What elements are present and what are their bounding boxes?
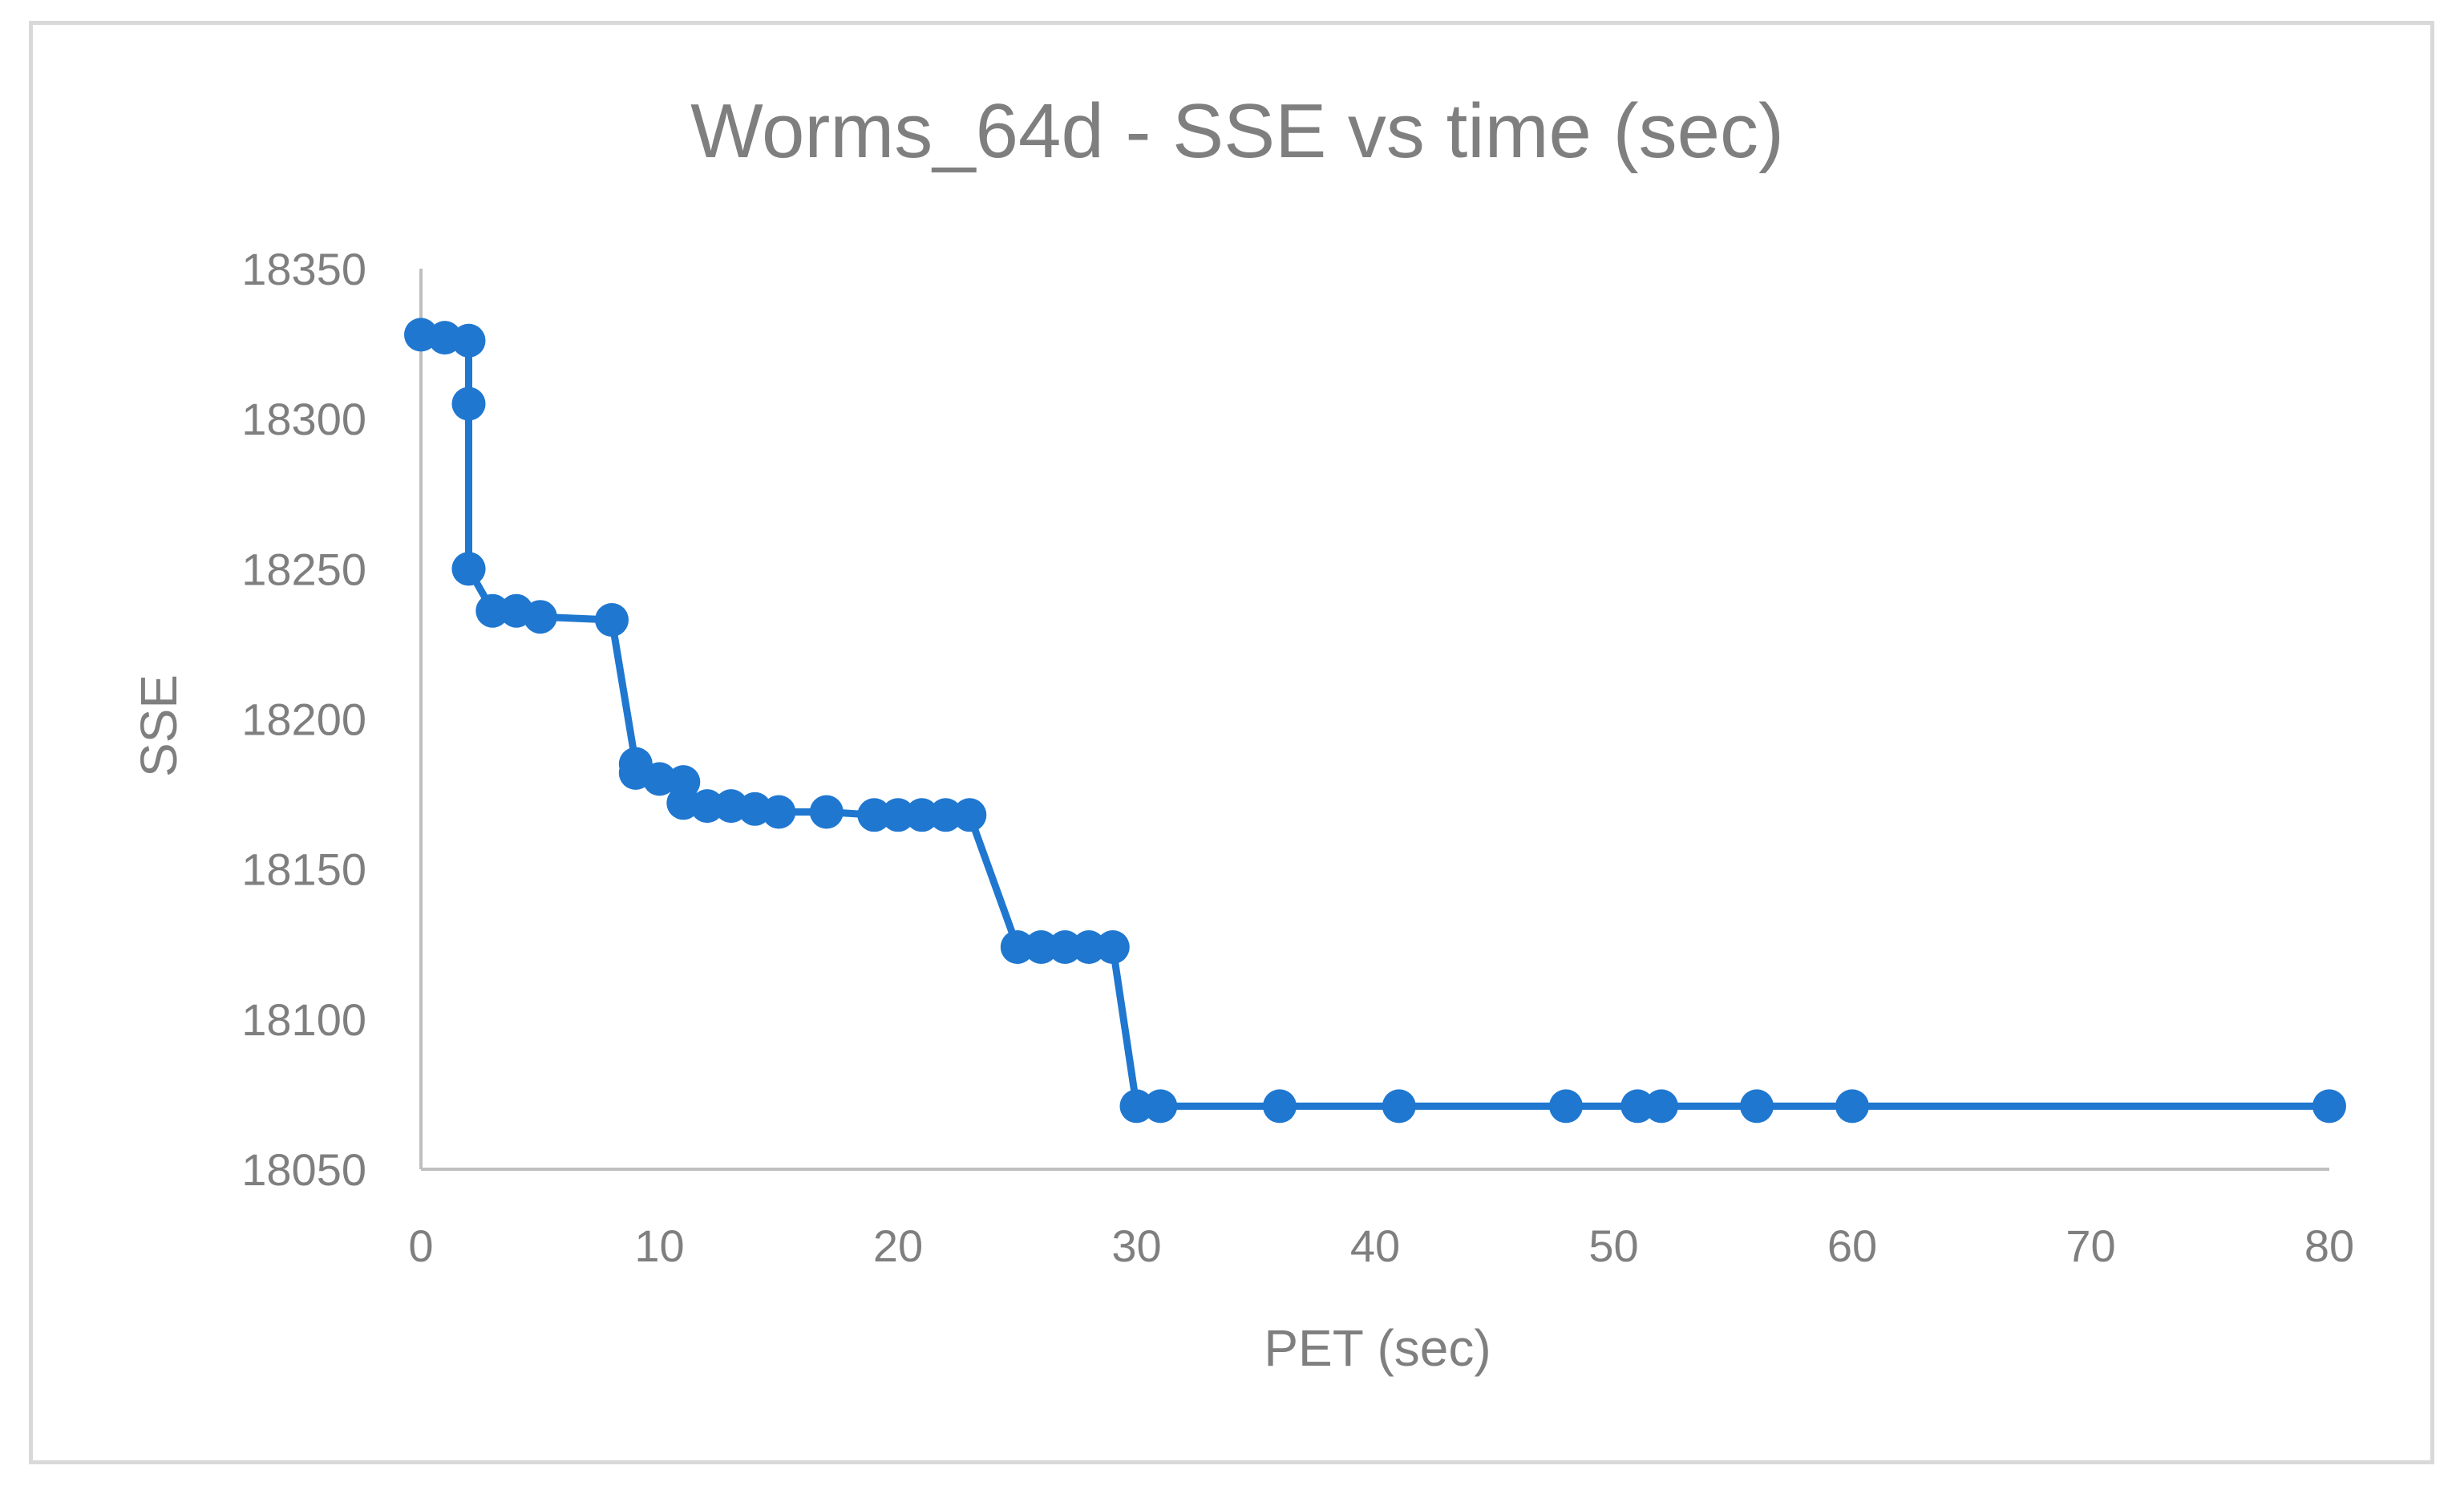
x-tick-label: 80 — [2304, 1221, 2354, 1271]
data-point — [953, 798, 987, 832]
axes — [419, 269, 2329, 1171]
data-point — [690, 789, 724, 824]
data-point — [809, 795, 844, 829]
x-tick-label: 20 — [873, 1221, 923, 1271]
data-point — [904, 798, 939, 832]
x-tick-label: 40 — [1350, 1221, 1400, 1271]
x-tick-label: 50 — [1588, 1221, 1638, 1271]
x-tick-label: 0 — [408, 1221, 433, 1271]
data-point — [762, 795, 796, 829]
chart-title: Worms_64d - SSE vs time (sec) — [690, 88, 1784, 174]
y-tick-label: 18050 — [241, 1144, 366, 1195]
data-point — [523, 600, 557, 634]
x-axis-label: PET (sec) — [1264, 1319, 1491, 1377]
data-point — [1740, 1089, 1774, 1124]
data-point — [1024, 930, 1058, 964]
chart-frame — [29, 21, 2434, 1464]
data-point — [1072, 930, 1106, 964]
y-tick-label: 18300 — [241, 394, 366, 444]
data-point — [1143, 1089, 1178, 1124]
x-tick-label: 70 — [2065, 1221, 2115, 1271]
data-point — [595, 603, 629, 637]
data-point — [1549, 1089, 1583, 1124]
data-point — [1645, 1089, 1678, 1124]
data-point — [1048, 930, 1082, 964]
data-point — [929, 798, 963, 832]
data-point — [1095, 930, 1130, 964]
data-point — [1000, 930, 1034, 964]
data-point — [451, 552, 486, 586]
y-tick-label: 18350 — [241, 244, 366, 294]
x-tick-label: 10 — [634, 1221, 684, 1271]
data-point — [451, 323, 486, 358]
y-axis-label: SSE — [130, 674, 188, 777]
x-tick-labels: 0 10 20 30 40 50 60 70 80 — [408, 1221, 2354, 1271]
data-point — [475, 593, 510, 628]
series-sse — [404, 318, 2346, 1124]
data-point — [857, 798, 892, 832]
data-point — [1835, 1089, 1869, 1124]
data-point — [1620, 1089, 1655, 1124]
data-point — [881, 798, 915, 832]
x-tick-label: 60 — [1827, 1221, 1877, 1271]
data-point — [1263, 1089, 1297, 1124]
x-tick-label: 30 — [1111, 1221, 1161, 1271]
y-tick-label: 18100 — [241, 994, 366, 1045]
data-point — [451, 387, 486, 421]
data-point — [2312, 1089, 2346, 1124]
data-point — [1119, 1089, 1154, 1124]
y-tick-label: 18150 — [241, 844, 366, 895]
y-tick-label: 18200 — [241, 694, 366, 745]
y-tick-label: 18250 — [241, 544, 366, 594]
series-line — [420, 330, 2329, 1110]
y-tick-labels: 18050 18100 18150 18200 18250 18300 18350 — [241, 244, 366, 1195]
data-point — [1382, 1089, 1416, 1124]
